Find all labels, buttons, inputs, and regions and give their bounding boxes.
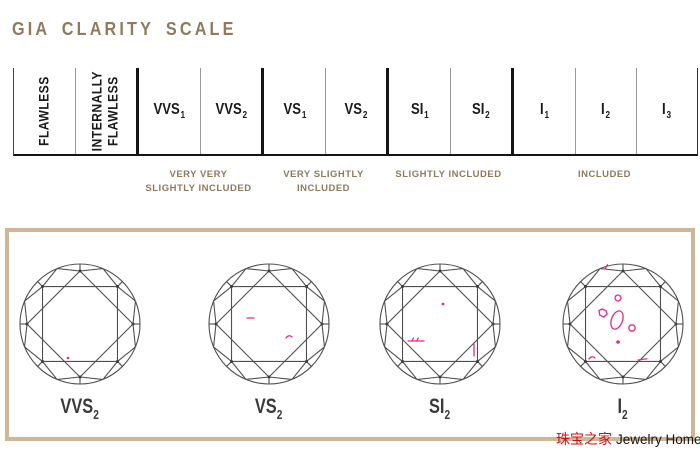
grade-base: VS2 — [255, 395, 283, 422]
inclusion-dash — [604, 264, 609, 270]
inclusion-marks — [66, 356, 70, 360]
diamond-plot-vvs2: VVS2 — [18, 262, 142, 422]
clarity-cell-label: SI1 — [411, 101, 429, 121]
inclusion-circle — [614, 294, 622, 302]
diamond-wireframe — [379, 263, 501, 385]
inclusion-dash — [637, 358, 648, 361]
diamond-label-si2: SI2 — [378, 395, 502, 422]
grade-subscript: 2 — [277, 407, 283, 422]
grade-base: I — [539, 101, 544, 118]
clarity-cell-flawless: FLAWLESS — [14, 68, 75, 154]
clarity-cell-label: I3 — [662, 101, 671, 121]
clarity-group-included: I1 I2 I3 INCLUDED — [511, 68, 698, 182]
grade-subscript: 1 — [544, 110, 550, 121]
grade-base: SI — [410, 101, 424, 118]
grade-base: VVS — [215, 101, 242, 118]
clarity-group-cells: SI1 SI2 — [386, 68, 511, 156]
watermark-en: Jewelry Home — [616, 432, 700, 447]
inclusion-circle — [628, 324, 636, 332]
clarity-cell-i1: I1 — [514, 68, 575, 154]
grade-subscript: 2 — [605, 110, 611, 121]
grade-subscript: 1 — [423, 110, 429, 121]
grade-subscript: 1 — [301, 110, 306, 121]
clarity-group-flawless: FLAWLESS INTERNALLY FLAWLESS — [13, 68, 136, 156]
clarity-cell-vvs1: VVS1 — [139, 68, 200, 154]
inclusion-marks — [407, 302, 475, 357]
grade-base: VS — [283, 101, 301, 118]
diamond-label-vvs2: VVS2 — [18, 395, 142, 422]
clarity-cell-vs1: VS1 — [264, 68, 325, 154]
clarity-group-cells: FLAWLESS INTERNALLY FLAWLESS — [13, 68, 136, 156]
diamond-plot-vs2: VS2 — [207, 262, 331, 422]
diamond-plot-si2: SI2 — [378, 262, 502, 422]
group-label-very-very-slightly-included: VERY VERY SLIGHTLY INCLUDED — [145, 169, 252, 195]
clarity-cell-si1: SI1 — [389, 68, 450, 154]
clarity-group-cells: VS1 VS2 — [261, 68, 386, 156]
clarity-group-very-slightly-included: VS1 VS2 VERY SLIGHTLY INCLUDED — [261, 68, 386, 197]
clarity-cell-vs2: VS2 — [325, 68, 386, 154]
grade-subscript: 2 — [242, 110, 247, 121]
clarity-cell-si2: SI2 — [450, 68, 511, 154]
group-label-included: INCLUDED — [577, 169, 632, 180]
diamond-plot-i2: I2 — [561, 262, 685, 422]
watermark: 珠宝之家 Jewelry Home — [556, 429, 700, 449]
diamond-wireframe — [19, 263, 141, 385]
grade-base: I — [662, 101, 667, 118]
grade-subscript: 2 — [362, 110, 368, 121]
clarity-cell-label: I2 — [601, 101, 610, 121]
grade-subscript: 3 — [666, 110, 672, 121]
inclusion-curve — [588, 356, 596, 360]
group-label-very-slightly-included: VERY SLIGHTLY INCLUDED — [283, 169, 364, 195]
clarity-cell-label: I1 — [540, 101, 549, 121]
grade-subscript: 2 — [93, 407, 100, 422]
inclusion-dot — [441, 302, 445, 306]
clarity-cell-i2: I2 — [575, 68, 636, 154]
grade-base: I — [601, 101, 606, 118]
diamond-wireframe — [208, 263, 330, 385]
inclusion-star — [598, 308, 608, 318]
inclusion-curve — [285, 335, 293, 339]
clarity-cell-label: INTERNALLY FLAWLESS — [89, 70, 122, 152]
clarity-group-cells: I1 I2 I3 — [511, 68, 698, 156]
clarity-examples-panel: VVS2 VS2 SI2 I2 — [5, 228, 695, 441]
grade-base: SI2 — [429, 395, 451, 422]
clarity-group-very-very-slightly-included: VVS1 VVS2 VERY VERY SLIGHTLY INCLUDED — [136, 68, 261, 197]
clarity-group-slightly-included: SI1 SI2 SLIGHTLY INCLUDED — [386, 68, 511, 182]
watermark-cn: 珠宝之家 — [556, 431, 612, 447]
page-title: GIA CLARITY SCALE — [12, 19, 237, 39]
grade-base: VVS — [153, 101, 180, 118]
grade-base: I2 — [617, 395, 629, 422]
group-label-slightly-included: SLIGHTLY INCLUDED — [395, 169, 502, 180]
clarity-scale: FLAWLESS INTERNALLY FLAWLESS VVS1 VVS2 VERY V… — [13, 68, 698, 197]
clarity-cell-internally-flawless: INTERNALLY FLAWLESS — [75, 68, 136, 154]
clarity-cell-label: VS2 — [345, 101, 368, 121]
clarity-group-cells: VVS1 VVS2 — [136, 68, 261, 156]
inclusion-marks — [588, 264, 648, 361]
grade-subscript: 2 — [444, 407, 451, 422]
clarity-cell-label: SI2 — [472, 101, 490, 121]
inclusion-ellipse — [610, 310, 624, 330]
grade-base: SI — [472, 101, 485, 118]
clarity-cell-i3: I3 — [636, 68, 697, 154]
inclusion-dot — [66, 356, 70, 360]
grade-base: VS — [344, 101, 363, 118]
clarity-cell-label: VS1 — [283, 101, 306, 121]
grade-subscript: 2 — [485, 110, 490, 121]
clarity-cell-label: VVS2 — [215, 101, 247, 121]
diamond-label-i2: I2 — [561, 395, 685, 422]
grade-base: VVS2 — [60, 395, 100, 422]
inclusion-feather — [416, 337, 419, 342]
inclusion-feather — [411, 337, 415, 342]
clarity-cell-label: VVS1 — [154, 101, 186, 121]
grade-subscript: 2 — [622, 407, 629, 422]
grade-subscript: 1 — [180, 110, 186, 121]
inclusion-dot — [616, 340, 620, 344]
diamond-wireframe — [562, 263, 684, 385]
clarity-cell-vvs2: VVS2 — [200, 68, 261, 154]
diamond-label-vs2: VS2 — [207, 395, 331, 422]
clarity-cell-label: FLAWLESS — [36, 76, 52, 146]
inclusion-marks — [246, 317, 293, 339]
